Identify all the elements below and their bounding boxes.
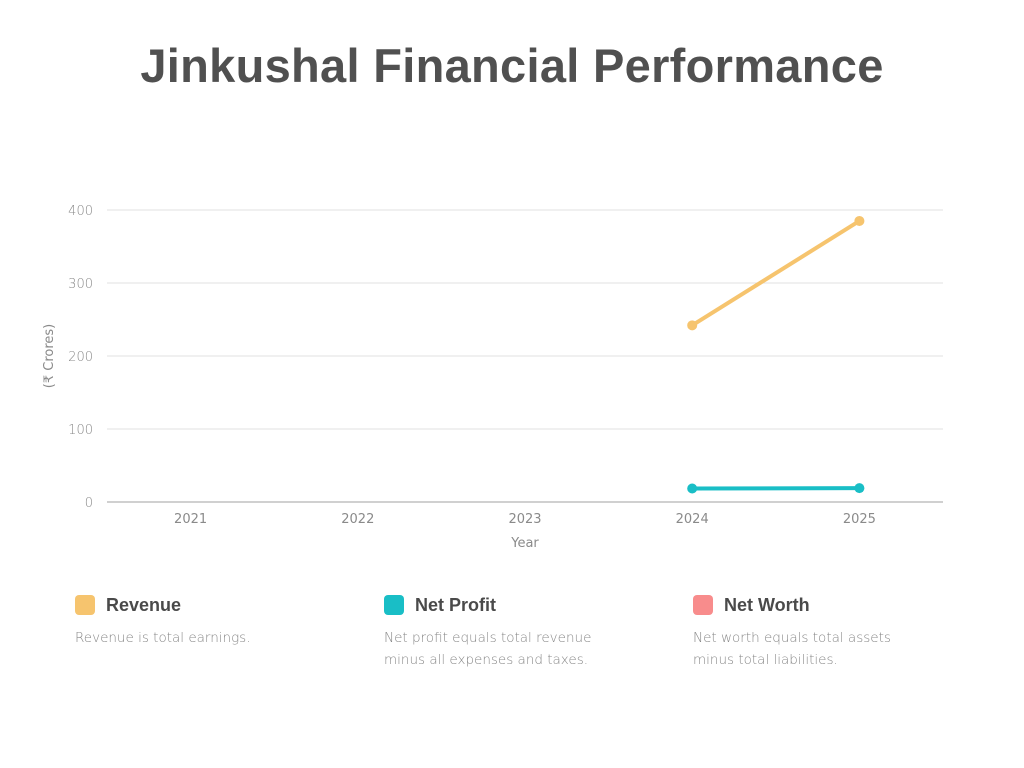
data-point[interactable] [854, 483, 865, 494]
y-axis-label: (₹ Crores) [42, 324, 57, 388]
y-tick-label: 0 [85, 496, 93, 511]
series-lines [687, 215, 865, 494]
legend-label: Revenue [106, 594, 182, 615]
y-axis-ticks: 0 100 200 300 400 [68, 204, 93, 511]
x-tick-label: 2023 [508, 512, 541, 527]
legend-description: Net worth equals total assets minus tota… [693, 630, 891, 668]
series-revenue [687, 215, 865, 331]
gridlines [107, 209, 943, 430]
x-tick-label: 2024 [676, 512, 709, 527]
x-axis-ticks: 2021 2022 2023 2024 2025 [174, 512, 876, 527]
legend-description: Net profit equals total revenue minus al… [384, 630, 592, 668]
y-tick-label: 400 [68, 204, 93, 219]
revenue-swatch-icon [75, 595, 95, 615]
data-point[interactable] [687, 320, 698, 331]
data-point[interactable] [854, 215, 865, 226]
y-tick-label: 100 [68, 423, 93, 438]
net-worth-swatch-icon [693, 595, 713, 615]
legend-item-revenue: Revenue Revenue is total earnings. [75, 594, 375, 649]
series-line [690, 218, 862, 328]
y-tick-label: 300 [68, 277, 93, 292]
legend-item-net-profit: Net Profit Net profit equals total reven… [384, 594, 684, 671]
chart-title: Jinkushal Financial Performance [140, 39, 884, 92]
net-profit-swatch-icon [384, 595, 404, 615]
legend-label: Net Profit [415, 594, 496, 615]
y-tick-label: 200 [68, 350, 93, 365]
legend-label: Net Worth [724, 594, 810, 615]
x-tick-label: 2025 [843, 512, 876, 527]
series-net-profit [687, 483, 865, 494]
legend-description: Revenue is total earnings. [75, 630, 251, 646]
data-point[interactable] [687, 483, 698, 494]
x-tick-label: 2021 [174, 512, 207, 527]
x-tick-label: 2022 [341, 512, 374, 527]
x-axis-label: Year [510, 536, 539, 551]
legend-item-net-worth: Net Worth Net worth equals total assets … [693, 594, 993, 671]
